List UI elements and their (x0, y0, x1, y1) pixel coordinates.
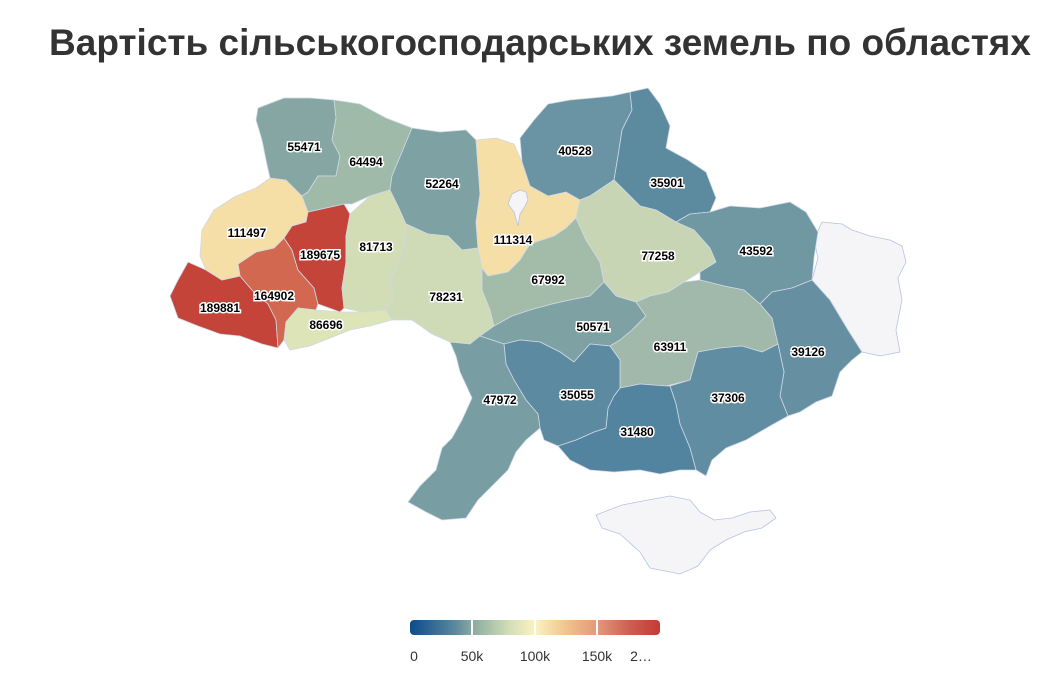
label-volyn: 55471 (287, 140, 321, 154)
label-zhytomyr: 52264 (425, 177, 459, 191)
label-lviv: 111497 (228, 226, 267, 240)
legend-label-100k: 100k (519, 648, 551, 664)
region-crimea[interactable] (595, 495, 777, 575)
legend-tick (471, 620, 473, 635)
legend-tick (596, 620, 598, 635)
label-ivano-frankivsk: 164902 (254, 289, 294, 303)
chart-title: Вартість сільськогосподарських земель по… (49, 22, 1031, 63)
region-odesa[interactable] (407, 335, 541, 521)
label-kherson: 31480 (620, 425, 654, 439)
region-kyiv-city[interactable] (507, 189, 529, 227)
label-kharkiv: 43592 (739, 244, 773, 258)
color-scale-legend (410, 620, 660, 635)
label-chernihiv: 40528 (558, 144, 592, 158)
region-poltava[interactable] (575, 179, 717, 303)
label-poltava: 77258 (641, 249, 675, 263)
legend-tick (534, 620, 536, 635)
label-sumy: 35901 (650, 176, 684, 190)
label-vinnytsia: 78231 (429, 290, 463, 304)
region-ternopil[interactable] (283, 203, 351, 313)
label-khmelnytskyi: 81713 (359, 240, 393, 254)
label-kyiv: 111314 (494, 233, 533, 247)
label-rivne: 64494 (349, 155, 383, 169)
label-zakarpattia: 189881 (200, 301, 240, 315)
legend-label-150k: 150k (581, 648, 613, 664)
label-ternopil: 189675 (300, 248, 340, 262)
legend-label-200k: 2… (630, 648, 652, 664)
label-odesa: 47972 (483, 393, 517, 407)
legend-label-50k: 50k (460, 648, 484, 664)
label-dnipropetrovsk: 63911 (654, 340, 687, 354)
label-donetsk: 39126 (791, 345, 825, 359)
label-kirovohrad: 50571 (576, 320, 610, 334)
label-zaporizhzhia: 37306 (711, 391, 745, 405)
label-mykolaiv: 35055 (560, 388, 594, 402)
label-cherkasy: 67992 (531, 273, 565, 287)
region-donetsk[interactable] (759, 279, 863, 417)
legend-label-0: 0 (410, 648, 418, 664)
label-chernivtsi: 86696 (309, 318, 343, 332)
